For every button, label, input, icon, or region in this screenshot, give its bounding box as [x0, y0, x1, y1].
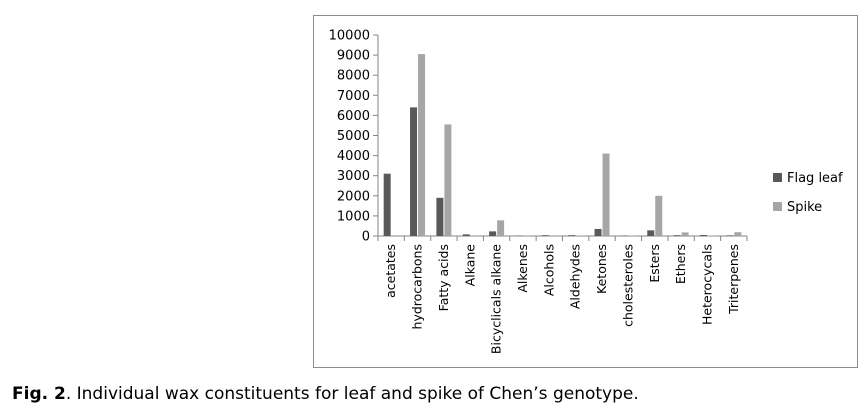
x-category-label: acetates [383, 244, 398, 298]
bar-spike [734, 232, 742, 236]
bar-flag-leaf [541, 235, 549, 236]
y-tick-label: 6000 [337, 109, 370, 124]
bar-flag-leaf [410, 107, 418, 236]
legend-label-flag-leaf: Flag leaf [787, 171, 843, 186]
y-tick-label: 4000 [337, 149, 370, 164]
x-category-label: Alkane [462, 244, 477, 287]
y-tick-label: 0 [362, 230, 370, 245]
bar-spike [549, 235, 557, 236]
x-category-label: cholesteroles [620, 244, 635, 327]
y-tick-label: 9000 [337, 49, 370, 64]
bar-flag-leaf [594, 228, 602, 236]
chart-frame: 0 1000 2000 3000 4000 5000 6000 7000 8000 9000 100… [313, 15, 858, 368]
bar-spike [655, 195, 663, 236]
x-category-label: hydrocarbons [410, 244, 425, 329]
x-category-label: Triterpenes [726, 244, 741, 315]
figure-caption: Fig. 2. Individual wax constituents for … [12, 384, 639, 404]
x-category-label: Heterocycals [699, 244, 714, 325]
legend-swatch-flag-leaf [773, 173, 782, 182]
x-category-label: Bicyclicals alkane [489, 244, 504, 354]
y-tick-label: 2000 [337, 189, 370, 204]
y-tick-label: 10000 [329, 29, 370, 44]
bar-flag-leaf [726, 235, 734, 236]
legend-swatch-spike [773, 202, 782, 211]
y-tick-label: 1000 [337, 209, 370, 224]
caption-label: Fig. 2 [12, 384, 66, 404]
y-tick-label: 7000 [337, 89, 370, 104]
bar-flag-leaf [568, 235, 576, 236]
bar-spike [418, 54, 426, 236]
bar-flag-leaf [462, 234, 470, 236]
y-tick-label: 8000 [337, 69, 370, 84]
bar-flag-leaf [383, 173, 391, 236]
x-category-label: Aldehydes [568, 244, 583, 309]
legend-label-spike: Spike [787, 200, 822, 215]
x-category-label: Ethers [673, 244, 688, 284]
y-tick-label: 5000 [337, 129, 370, 144]
bar-flag-leaf [436, 197, 444, 236]
caption-text: . Individual wax constituents for leaf a… [65, 384, 639, 404]
y-tick-label: 3000 [337, 169, 370, 184]
bar-spike [444, 124, 452, 236]
x-category-label: Ketones [594, 244, 609, 294]
bar-flag-leaf [699, 234, 707, 236]
bar-flag-leaf [673, 235, 681, 236]
bar-spike [681, 232, 689, 236]
x-category-label: Esters [647, 244, 662, 283]
bar-spike [497, 220, 505, 236]
bar-chart: 0 1000 2000 3000 4000 5000 6000 7000 8000 9000 100… [329, 29, 843, 355]
x-category-label: Alcohols [541, 244, 556, 296]
x-category-label: Fatty acids [436, 244, 451, 311]
bar-flag-leaf [647, 230, 655, 236]
bar-flag-leaf [489, 231, 497, 236]
x-category-label: Alkenes [515, 244, 530, 293]
bar-spike [602, 153, 610, 236]
